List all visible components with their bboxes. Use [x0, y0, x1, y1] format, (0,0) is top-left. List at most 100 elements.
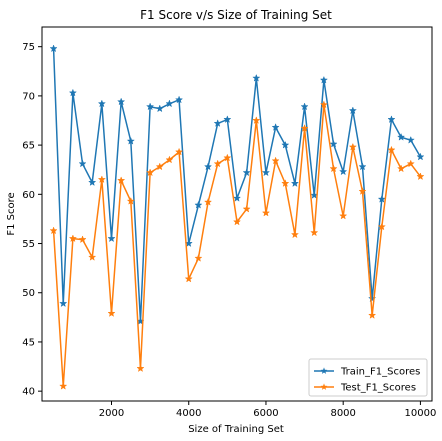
x-tick-label: 4000: [176, 408, 201, 419]
data-point: [271, 156, 280, 165]
data-point: [252, 116, 261, 124]
data-point: [358, 187, 367, 195]
legend-marker: [320, 383, 328, 390]
data-point: [117, 97, 126, 106]
data-point: [300, 124, 309, 132]
data-point: [223, 115, 232, 124]
data-point: [348, 106, 357, 115]
data-point: [184, 274, 193, 283]
data-point: [319, 100, 328, 109]
y-tick-label: 55: [22, 239, 35, 250]
data-point: [126, 196, 135, 205]
data-point: [165, 99, 174, 108]
data-point: [397, 132, 406, 141]
data-point: [165, 155, 174, 164]
y-tick-label: 40: [22, 387, 35, 398]
data-point: [59, 299, 68, 308]
legend-box: [308, 358, 428, 397]
data-point: [281, 179, 290, 187]
legend-label: Test_F1_Scores: [340, 383, 416, 394]
data-point: [174, 147, 184, 156]
data-point: [49, 44, 58, 53]
data-point: [88, 178, 97, 187]
data-point: [213, 119, 222, 127]
data-point: [174, 95, 184, 104]
y-tick-label: 65: [22, 141, 35, 152]
data-point: [194, 200, 203, 209]
data-point: [358, 162, 367, 171]
data-point: [213, 159, 222, 168]
data-point: [261, 168, 271, 177]
data-point: [339, 167, 348, 176]
data-point: [377, 222, 386, 231]
y-tick-label: 45: [22, 337, 35, 348]
data-point: [97, 99, 106, 108]
data-point: [68, 88, 77, 97]
data-point: [232, 217, 242, 226]
legend-item: Test_F1_Scores: [314, 383, 416, 394]
series-line: [52, 104, 422, 387]
data-point: [78, 235, 87, 244]
data-point: [155, 162, 164, 171]
legend-marker: [320, 367, 328, 374]
data-point: [78, 159, 87, 168]
series-Test_F1_Scores: [49, 100, 425, 390]
data-point: [126, 136, 135, 145]
data-point: [203, 162, 213, 171]
x-tick-label: 10000: [405, 408, 437, 419]
data-point: [155, 104, 164, 113]
data-point: [397, 164, 406, 173]
data-point: [107, 309, 116, 317]
data-point: [49, 226, 58, 235]
y-axis-title: F1 Score: [6, 192, 17, 235]
legend-label: Train_F1_Scores: [340, 367, 420, 378]
y-tick-label: 75: [22, 42, 35, 53]
data-point: [319, 75, 328, 84]
data-point: [416, 152, 425, 161]
data-point: [68, 234, 77, 243]
y-tick-label: 70: [22, 91, 35, 102]
data-point: [271, 123, 280, 131]
data-point: [136, 364, 145, 373]
data-point: [339, 211, 348, 220]
data-point: [252, 73, 261, 82]
data-point: [146, 168, 155, 177]
data-point: [310, 228, 319, 237]
plot-area: [49, 44, 425, 390]
data-point: [242, 204, 251, 213]
data-point: [329, 139, 338, 148]
data-point: [281, 140, 290, 149]
chart-title: F1 Score v/s Size of Training Set: [140, 8, 332, 22]
legend-item: Train_F1_Scores: [314, 367, 420, 378]
y-tick-label: 50: [22, 288, 35, 299]
data-point: [300, 102, 309, 111]
data-point: [194, 253, 203, 262]
x-tick-label: 2000: [99, 408, 124, 419]
data-point: [329, 164, 338, 173]
data-point: [290, 230, 300, 239]
data-point: [146, 102, 155, 111]
x-tick-label: 8000: [330, 408, 355, 419]
series-Train_F1_Scores: [49, 44, 425, 325]
data-point: [203, 197, 213, 206]
data-point: [406, 159, 415, 168]
y-tick-label: 60: [22, 190, 35, 201]
data-point: [117, 176, 126, 185]
plot-frame: [41, 26, 433, 402]
data-point: [387, 115, 396, 124]
data-point: [261, 208, 271, 217]
data-point: [223, 153, 232, 162]
y-axis: 40 45 50 55 60 65 70 75: [22, 42, 42, 398]
data-point: [387, 145, 396, 154]
x-axis-title: Size of Training Set: [188, 424, 284, 435]
data-point: [232, 193, 242, 202]
data-point: [107, 234, 116, 243]
data-point: [59, 381, 68, 390]
data-point: [416, 172, 425, 181]
data-point: [97, 175, 106, 184]
data-point: [348, 142, 357, 151]
x-axis: 2000 4000 6000 8000 10000: [99, 401, 437, 419]
data-point: [368, 311, 377, 319]
data-point: [290, 179, 300, 187]
x-tick-label: 6000: [253, 408, 278, 419]
